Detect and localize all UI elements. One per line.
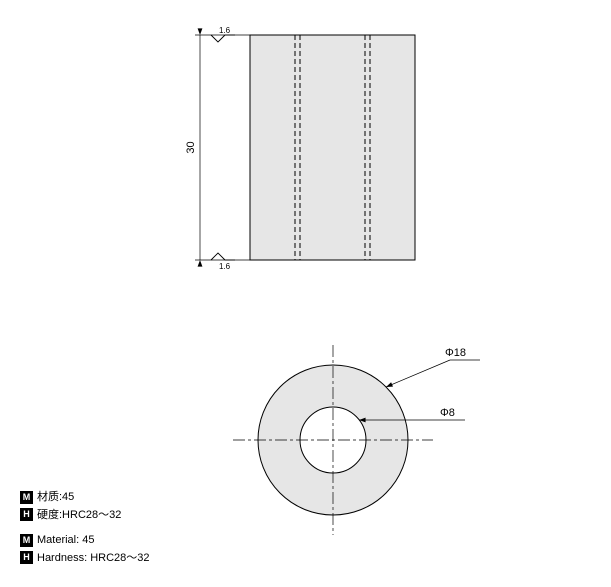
note-en-material: M Material: 45 — [20, 532, 150, 549]
hardness-tag-icon: H — [20, 551, 33, 564]
svg-text:1.6: 1.6 — [219, 262, 231, 271]
note-en-hardness-text: Hardness: HRC28～32 — [37, 550, 150, 567]
note-zh-hardness-text: 硬度:HRC28～32 — [37, 507, 121, 524]
note-zh-material: M 材质:45 — [20, 489, 150, 506]
note-zh-hardness: H 硬度:HRC28～32 — [20, 507, 150, 524]
hardness-tag-icon: H — [20, 508, 33, 521]
svg-text:Φ8: Φ8 — [440, 407, 455, 419]
note-en-hardness: H Hardness: HRC28～32 — [20, 550, 150, 567]
note-zh-material-text: 材质:45 — [37, 489, 74, 506]
notes-block: M 材质:45 H 硬度:HRC28～32 M Material: 45 H H… — [20, 489, 150, 567]
svg-text:30: 30 — [185, 141, 197, 153]
material-tag-icon: M — [20, 534, 33, 547]
note-en-material-text: Material: 45 — [37, 532, 94, 549]
svg-text:1.6: 1.6 — [219, 26, 231, 35]
svg-text:Φ18: Φ18 — [445, 347, 466, 359]
material-tag-icon: M — [20, 491, 33, 504]
